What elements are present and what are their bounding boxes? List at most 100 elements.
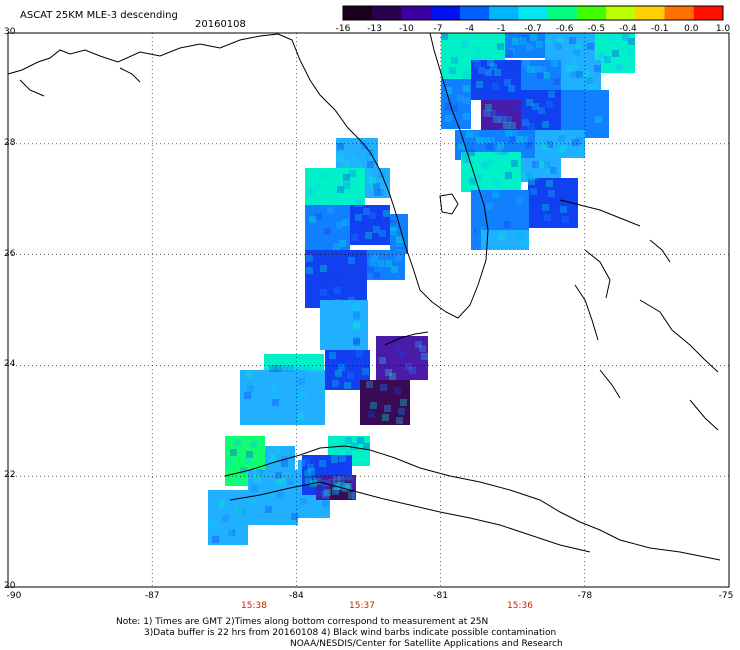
swath-pixel: [396, 242, 403, 249]
swath-pixel: [554, 167, 561, 174]
swath-pixel: [604, 56, 611, 63]
colorbar-tick: 1.0: [715, 24, 731, 34]
swath-cell: [305, 168, 365, 208]
swath-pixel: [544, 214, 551, 221]
swath-pixel: [540, 161, 547, 168]
swath-pixel: [511, 160, 518, 167]
swath-cell: [330, 480, 352, 500]
swath-pixel: [308, 468, 315, 475]
colorbar: [342, 5, 724, 21]
swath-pixel: [526, 44, 533, 51]
swath-pixel: [501, 148, 508, 155]
latitude-label: 24: [4, 359, 16, 370]
swath-pixel: [616, 64, 623, 71]
longitude-label: -90: [6, 591, 22, 601]
swath-pixel: [457, 95, 464, 102]
swath-pixel: [451, 121, 458, 128]
swath-cell: [305, 205, 350, 250]
time-label: 15:36: [507, 601, 533, 611]
swath-pixel: [576, 71, 583, 78]
colorbar-tick: -1: [496, 24, 506, 34]
colorbar-swatch: [489, 6, 519, 20]
swath-pixel: [552, 105, 559, 112]
swath-pixel: [269, 365, 276, 372]
swath-pixel: [253, 471, 260, 478]
swath-pixel: [441, 33, 448, 40]
swath-pixel: [275, 365, 282, 372]
swath-pixel: [333, 243, 340, 250]
coastline-segment: [639, 299, 719, 373]
swath-pixel: [545, 37, 552, 44]
time-label: 15:37: [349, 601, 375, 611]
swath-pixel: [517, 232, 524, 239]
swath-pixel: [350, 366, 357, 373]
swath-pixel: [508, 48, 515, 55]
swath-pixel: [509, 122, 516, 129]
swath-pixel: [334, 287, 341, 294]
swath-pixel: [505, 172, 512, 179]
swath-pixel: [370, 402, 377, 409]
swath-pixel: [595, 116, 602, 123]
swath-pixel: [548, 91, 555, 98]
swath-pixel: [457, 79, 464, 86]
swath-pixel: [375, 216, 382, 223]
swath-pixel: [343, 161, 350, 168]
swath-cell: [471, 60, 521, 100]
swath-pixel: [320, 488, 327, 495]
swath-pixel: [396, 236, 403, 243]
swath-pixel: [602, 66, 609, 73]
swath-pixel: [390, 228, 397, 235]
swath-pixel: [369, 212, 376, 219]
swath-pixel: [346, 475, 353, 482]
swath-pixel: [510, 209, 517, 216]
swath-pixel: [271, 385, 278, 392]
swath-pixel: [222, 515, 229, 522]
swath-pixel: [516, 197, 523, 204]
swath-pixel: [415, 341, 422, 348]
swath-pixel: [509, 136, 516, 143]
swath-pixel: [463, 97, 470, 104]
swath-pixel: [530, 188, 537, 195]
swath-pixel: [398, 408, 405, 415]
swath-pixel: [544, 131, 551, 138]
swath-pixel: [333, 449, 340, 456]
swath-pixel: [293, 365, 300, 372]
swath-pixel: [542, 204, 549, 211]
swath-pixel: [247, 385, 254, 392]
swath-pixel: [338, 476, 345, 483]
swath-pixel: [445, 87, 452, 94]
swath-cell: [481, 100, 521, 130]
swath-cell: [367, 250, 405, 280]
swath-pixel: [329, 352, 336, 359]
swath-pixel: [363, 208, 370, 215]
swath-pixel: [576, 137, 583, 144]
swath-pixel: [245, 406, 252, 413]
swath-pixel: [553, 78, 560, 85]
swath-pixel: [391, 266, 398, 273]
swath-pixel: [530, 173, 537, 180]
swath-pixel: [492, 83, 499, 90]
swath-pixel: [595, 116, 602, 123]
swath-pixel: [562, 216, 569, 223]
longitude-label: -84: [289, 591, 304, 601]
swath-pixel: [287, 474, 294, 481]
swath-pixel: [566, 65, 573, 72]
colorbar-swatch: [606, 6, 636, 20]
swath-pixel: [461, 41, 468, 48]
swath-pixel: [383, 210, 390, 217]
swath-pixel: [463, 85, 470, 92]
swath-pixel: [314, 478, 321, 485]
swath-pixel: [521, 136, 528, 143]
swath-pixel: [377, 189, 384, 196]
swath-pixel: [536, 41, 543, 48]
swath-pixel: [330, 225, 337, 232]
swath-pixel: [265, 506, 272, 513]
swath-cell: [264, 354, 324, 374]
footer-credit: NOAA/NESDIS/Center for Satellite Applica…: [290, 639, 563, 649]
swath-pixel: [361, 155, 368, 162]
swath-pixel: [344, 382, 351, 389]
swath-pixel: [537, 72, 544, 79]
swath-pixel: [351, 443, 358, 450]
swath-pixel: [320, 265, 327, 272]
coastline-segment: [224, 445, 721, 561]
